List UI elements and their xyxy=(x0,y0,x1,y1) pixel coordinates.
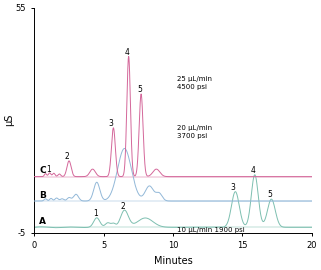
Text: 2: 2 xyxy=(65,152,69,161)
Text: 1: 1 xyxy=(93,209,98,218)
Text: 4: 4 xyxy=(125,48,129,57)
Text: 5: 5 xyxy=(267,190,272,199)
Text: 2: 2 xyxy=(120,201,125,211)
Text: 5: 5 xyxy=(137,85,142,94)
Text: 20 μL/min
3700 psi: 20 μL/min 3700 psi xyxy=(177,124,212,139)
Text: 10 μL/min 1900 psi: 10 μL/min 1900 psi xyxy=(177,227,245,233)
Text: 3: 3 xyxy=(109,119,114,128)
Text: B: B xyxy=(39,191,46,200)
Text: 3: 3 xyxy=(231,183,236,192)
Text: C: C xyxy=(39,167,46,176)
Text: 25 μL/min
4500 psi: 25 μL/min 4500 psi xyxy=(177,76,212,90)
Text: A: A xyxy=(39,217,46,226)
X-axis label: Minutes: Minutes xyxy=(154,256,192,266)
Text: 4: 4 xyxy=(250,166,255,175)
Y-axis label: μS: μS xyxy=(4,114,14,126)
Text: 1: 1 xyxy=(46,165,51,174)
